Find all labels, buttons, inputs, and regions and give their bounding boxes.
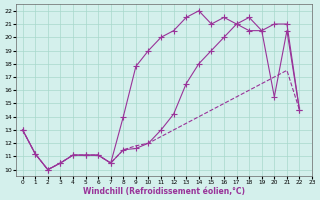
X-axis label: Windchill (Refroidissement éolien,°C): Windchill (Refroidissement éolien,°C) xyxy=(83,187,245,196)
